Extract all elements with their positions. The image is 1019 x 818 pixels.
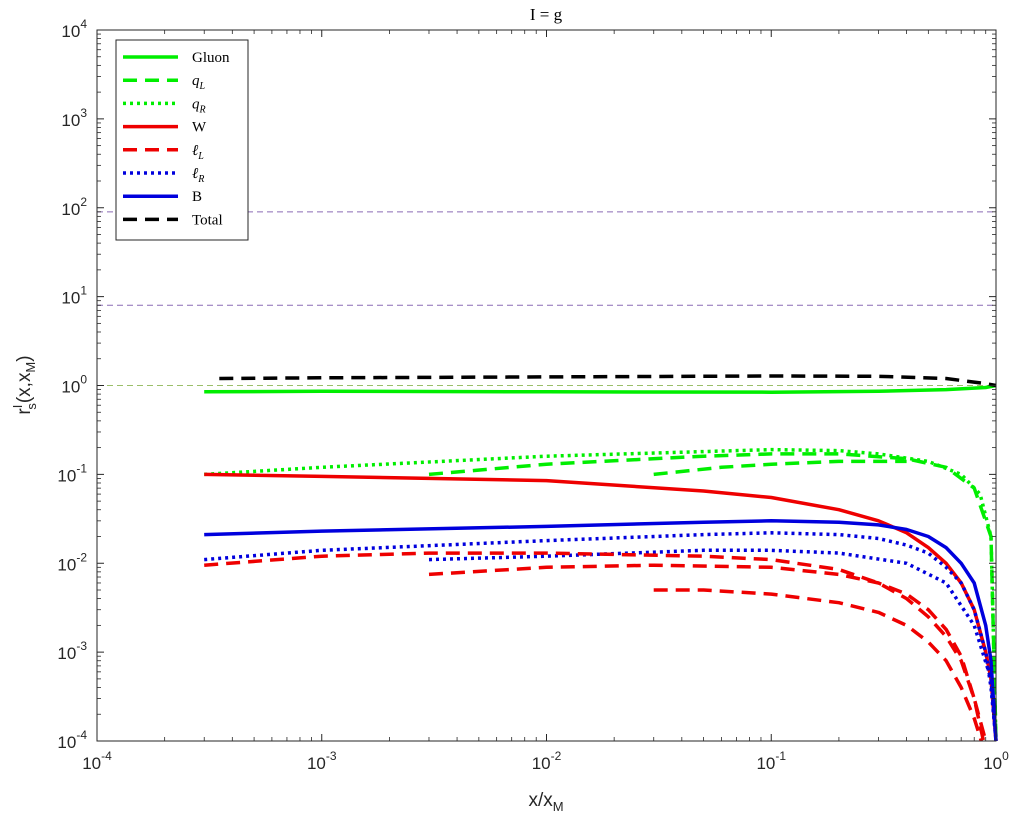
legend-label-4: ℓL <box>192 143 204 162</box>
chart-title: I = g <box>530 5 563 24</box>
legend-label-5: ℓR <box>192 166 204 185</box>
y-tick-label-0: 10-4 <box>57 728 87 752</box>
series-line-5 <box>204 472 998 742</box>
series-line-6 <box>204 519 998 742</box>
legend: Gluon qL qR WℓL ℓR B Total <box>115 39 249 241</box>
y-tick-label-1: 10-3 <box>57 639 87 663</box>
x-axis-label-main: x/x <box>528 790 553 811</box>
y-axis-label-sup: I <box>10 405 25 409</box>
y-axis-label-sub: s <box>24 403 39 410</box>
legend-label-6: B <box>192 189 202 205</box>
y-axis: 10-4 10-3 10-2 10-1 100 101 102 103 104 <box>57 17 996 752</box>
y-axis-label-args-sub: M <box>23 362 38 373</box>
legend-label-3: W <box>192 120 207 136</box>
y-tick-label-5: 101 <box>61 284 87 308</box>
y-tick-label-6: 102 <box>61 195 87 219</box>
legend-box <box>115 39 249 241</box>
series-line-2 <box>204 447 998 742</box>
y-tick-label-8: 104 <box>61 17 87 41</box>
series-line-4 <box>653 459 907 477</box>
x-axis-label-sub: M <box>553 799 564 814</box>
y-axis-label-args: (x,x <box>14 372 35 403</box>
x-tick-label-2: 10-2 <box>532 749 562 773</box>
series-line-9 <box>204 551 988 742</box>
series-line-3 <box>428 452 998 742</box>
series-line-10 <box>428 563 986 742</box>
y-tick-label-2: 10-2 <box>57 550 87 574</box>
series-layer <box>204 374 998 742</box>
x-axis-label: x/xM <box>528 790 563 814</box>
legend-label-0: Gluon <box>192 50 230 66</box>
legend-label-7: Total <box>192 212 223 228</box>
x-axis: 10-4 10-3 10-2 10-1 100 <box>82 30 1009 773</box>
y-axis-label-main: r <box>14 408 35 415</box>
y-tick-label-4: 100 <box>61 373 87 397</box>
y-tick-label-7: 103 <box>61 106 87 130</box>
legend-items: Gluon qL qR WℓL ℓR B Total <box>123 50 230 228</box>
legend-label-2: qR <box>192 96 206 115</box>
y-axis-label: rIs(x,xM) <box>10 355 39 414</box>
series-line-0 <box>204 383 997 394</box>
series-line-1 <box>219 374 997 388</box>
x-tick-label-4: 100 <box>983 749 1009 773</box>
x-tick-label-1: 10-3 <box>307 749 337 773</box>
x-tick-label-0: 10-4 <box>82 749 112 773</box>
y-tick-label-3: 10-1 <box>57 461 87 485</box>
legend-label-1: qL <box>192 73 206 92</box>
series-line-11 <box>653 588 983 742</box>
y-axis-label-close: ) <box>14 355 35 361</box>
x-tick-label-3: 10-1 <box>756 749 786 773</box>
